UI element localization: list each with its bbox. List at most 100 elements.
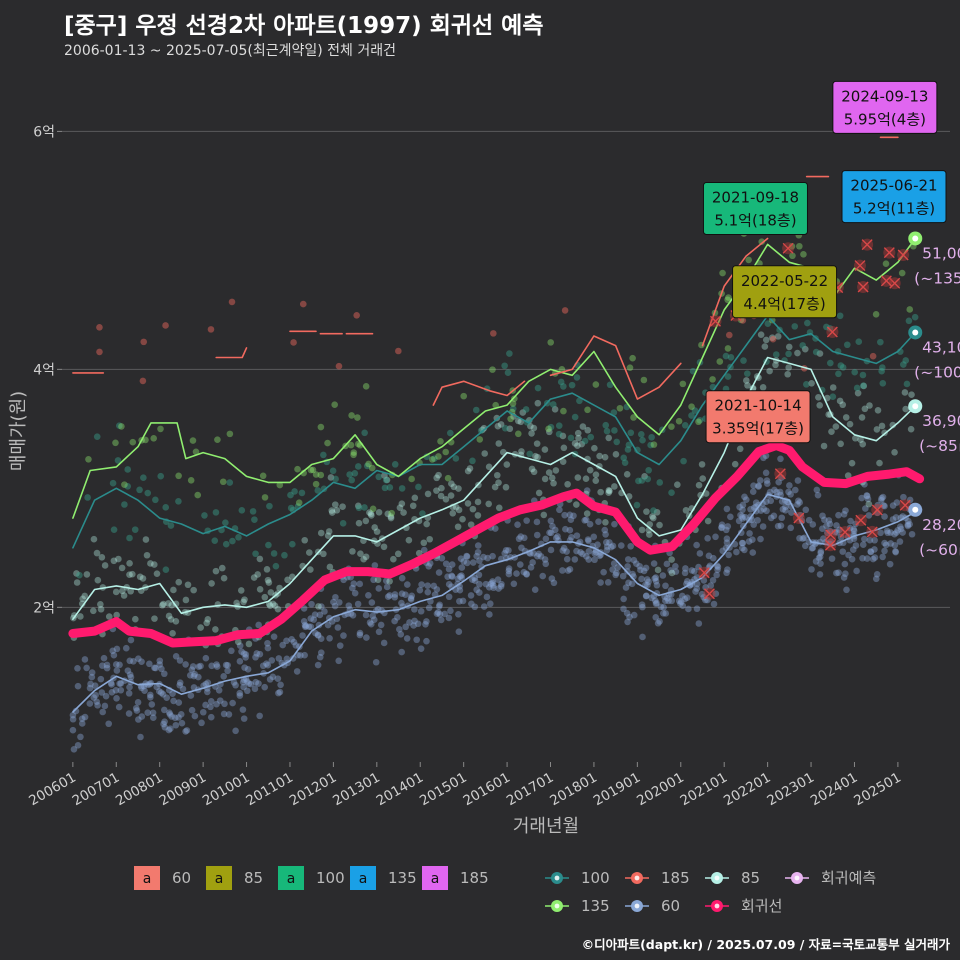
transaction-point — [369, 505, 377, 513]
transaction-point — [212, 626, 219, 633]
transaction-point — [391, 461, 399, 468]
annotation-price: 5.95억(4층) — [844, 110, 926, 128]
transaction-point — [222, 540, 230, 548]
transaction-point — [813, 486, 821, 494]
transaction-point — [222, 519, 229, 527]
transaction-point — [866, 402, 873, 409]
transaction-point — [136, 486, 143, 494]
transaction-point — [662, 597, 669, 605]
transaction-point — [675, 417, 683, 425]
transaction-point — [644, 581, 651, 589]
transaction-point — [650, 560, 658, 567]
transaction-point — [602, 539, 610, 546]
legend-size-glyph: a — [359, 871, 368, 887]
transaction-point — [208, 662, 215, 670]
transaction-point — [226, 430, 234, 438]
transaction-point — [150, 561, 158, 568]
transaction-point — [113, 695, 120, 702]
transaction-point — [878, 367, 885, 375]
transaction-point — [240, 683, 247, 691]
transaction-point — [158, 665, 165, 673]
transaction-point — [150, 714, 157, 722]
transaction-point — [132, 704, 140, 712]
transaction-point — [328, 618, 336, 625]
transaction-point — [168, 713, 175, 720]
transaction-point — [328, 507, 336, 514]
transaction-point — [277, 681, 284, 689]
legend-line-label: 185 — [661, 869, 690, 887]
transaction-point — [867, 548, 874, 555]
transaction-point — [533, 518, 541, 526]
transaction-point — [688, 567, 696, 574]
transaction-point — [881, 502, 888, 510]
transaction-point — [368, 512, 375, 519]
transaction-point — [302, 622, 310, 630]
transaction-point — [197, 662, 204, 670]
transaction-point — [560, 407, 567, 415]
legend-line-label: 100 — [581, 869, 610, 887]
transaction-point — [369, 612, 377, 620]
x-tick-label: 202501 — [851, 770, 904, 810]
transaction-point — [861, 405, 869, 413]
series-line-135 — [72, 237, 917, 519]
transaction-point — [365, 460, 372, 468]
transaction-point — [416, 586, 424, 594]
transaction-point — [251, 516, 258, 523]
transaction-point — [837, 440, 844, 448]
transaction-point — [559, 432, 567, 440]
endpoint-area-label: (~100㎡) — [914, 363, 960, 381]
legend-size-glyph: a — [215, 871, 224, 887]
transaction-point — [433, 610, 441, 618]
legend-line-dot-center — [634, 903, 640, 909]
transaction-point — [418, 581, 425, 588]
transaction-point — [634, 446, 641, 454]
transaction-point — [601, 453, 609, 461]
transaction-point — [380, 543, 388, 551]
transaction-point — [681, 569, 689, 577]
transaction-point — [419, 510, 426, 517]
transaction-point — [625, 441, 633, 449]
transaction-point — [731, 460, 739, 468]
transaction-point — [578, 440, 585, 448]
y-axis-title: 매매가(원) — [8, 391, 29, 471]
series-line-185 — [432, 380, 526, 406]
transaction-point — [266, 676, 274, 683]
transaction-point — [528, 430, 535, 437]
transaction-point — [261, 494, 269, 501]
transaction-point — [363, 462, 371, 470]
transaction-point — [583, 552, 590, 560]
annotation-date: 2021-09-18 — [712, 188, 799, 206]
transaction-point — [646, 531, 653, 538]
transaction-point — [874, 406, 882, 414]
transaction-point — [241, 596, 248, 603]
transaction-point — [408, 592, 416, 600]
transaction-point — [584, 426, 592, 434]
transaction-point — [391, 593, 399, 601]
transaction-point — [878, 422, 886, 430]
transaction-point — [306, 549, 313, 556]
transaction-point — [318, 603, 325, 610]
transaction-point — [172, 618, 180, 625]
transaction-point — [638, 575, 645, 583]
transaction-point — [568, 534, 575, 541]
transaction-point — [693, 585, 701, 592]
x-tick-label: 202101 — [678, 770, 731, 810]
transaction-point — [630, 556, 638, 564]
transaction-point — [653, 508, 661, 516]
x-tick-label: 201101 — [243, 770, 296, 810]
transaction-point — [141, 687, 148, 694]
transaction-point — [182, 661, 189, 668]
transaction-point — [78, 715, 86, 722]
transaction-point — [182, 596, 190, 604]
transaction-point — [81, 656, 89, 663]
transaction-point — [93, 433, 101, 440]
transaction-point — [809, 544, 817, 552]
transaction-point — [454, 523, 462, 531]
transaction-point — [444, 474, 452, 482]
transaction-point — [785, 343, 793, 351]
transaction-point — [213, 661, 220, 668]
transaction-point — [637, 431, 645, 438]
transaction-point — [863, 492, 871, 500]
transaction-point — [415, 483, 422, 491]
x-tick-label: 201901 — [591, 770, 644, 810]
